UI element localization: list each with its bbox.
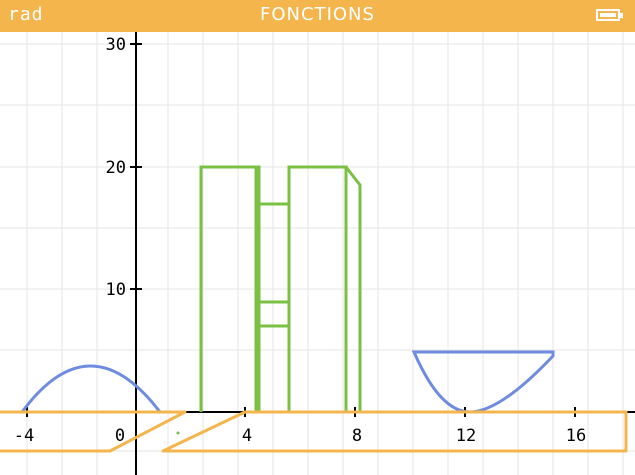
title-bar: rad FONCTIONS [0,0,635,32]
y-tick-label: 30 [106,35,126,55]
graph-area[interactable]: 30 20 10 -4 0 4 8 12 16 [0,32,635,475]
x-tick-label: 8 [352,426,362,446]
y-axis [130,32,142,475]
x-tick-label: 16 [566,426,586,446]
grid [0,32,635,475]
angle-mode-indicator: rad [8,4,44,25]
battery-icon [596,9,623,21]
green-curve [176,165,362,435]
x-tick-label: 12 [456,426,476,446]
app-title: FONCTIONS [260,4,375,25]
cursor-overlay[interactable] [0,410,628,453]
x-tick-label: 4 [242,426,252,446]
y-tick-label: 20 [106,158,126,178]
y-tick-label: 10 [106,280,126,300]
x-tick-label: -4 [14,426,34,446]
x-tick-label: 0 [115,426,125,446]
